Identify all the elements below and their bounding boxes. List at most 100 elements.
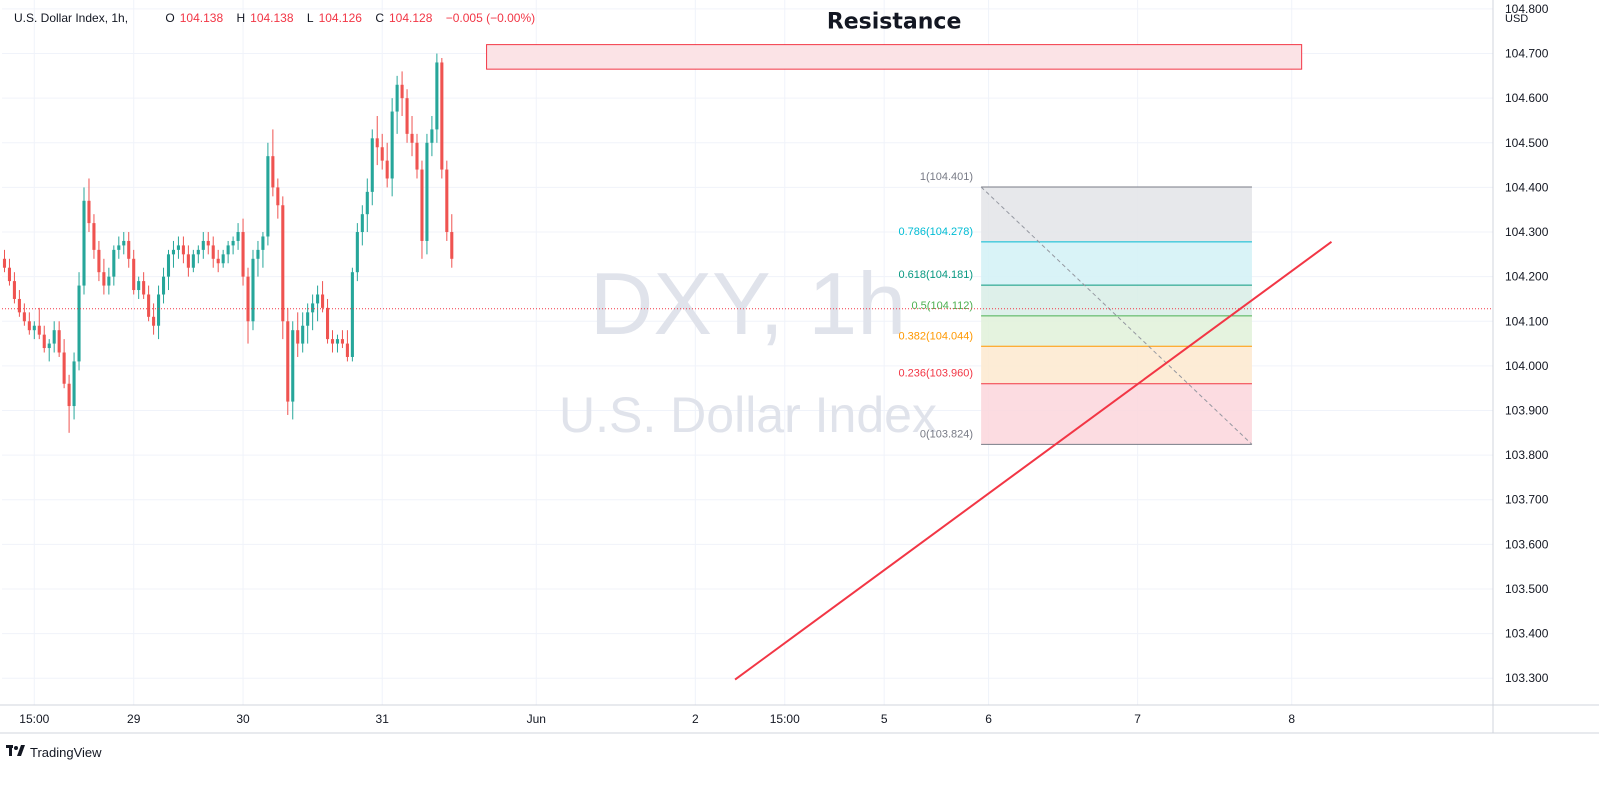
y-tick-label: 103.700 xyxy=(1505,493,1549,507)
candle-body xyxy=(226,245,230,255)
resistance-label: Resistance xyxy=(827,10,962,35)
candle xyxy=(430,116,434,157)
candle-body xyxy=(380,147,384,161)
candle-body xyxy=(335,339,340,344)
candle xyxy=(325,298,330,344)
candle xyxy=(27,312,31,335)
candle xyxy=(211,236,215,268)
candle-body xyxy=(42,334,46,349)
y-tick-label: 103.400 xyxy=(1505,627,1549,641)
fib-zone xyxy=(981,285,1252,316)
symbol-label: U.S. Dollar Index, 1h, xyxy=(14,11,129,25)
candle xyxy=(201,232,205,259)
candle-body xyxy=(340,339,344,344)
trendline-group xyxy=(734,241,1333,681)
x-axis: 15:00 29 30 31 Jun 2 15:00 5 6 7 8 xyxy=(19,712,1295,726)
candle-body xyxy=(390,111,394,179)
y-tick-label: 104.400 xyxy=(1505,180,1549,194)
y-tick-label: 103.800 xyxy=(1505,448,1549,462)
candle-body xyxy=(231,240,235,246)
tradingview-brand[interactable]: TradingView xyxy=(6,745,102,760)
candle xyxy=(405,89,409,143)
y-tick-label: 103.900 xyxy=(1505,404,1549,418)
candle xyxy=(435,53,439,143)
candle-body xyxy=(415,142,419,170)
candle xyxy=(410,116,414,157)
candle xyxy=(62,339,66,389)
candle-body xyxy=(440,62,444,170)
candle xyxy=(236,223,240,250)
y-tick-label: 104.300 xyxy=(1505,225,1549,239)
candle-body xyxy=(157,294,161,326)
candle xyxy=(370,129,374,206)
candle xyxy=(206,232,210,255)
candle xyxy=(335,334,340,353)
candle xyxy=(375,116,379,166)
candle-body xyxy=(62,352,66,384)
candle-body xyxy=(137,281,141,291)
candle-body xyxy=(291,330,295,402)
resistance-rect xyxy=(486,44,1303,70)
candle-body xyxy=(97,249,101,273)
candle xyxy=(420,160,424,259)
candle xyxy=(57,321,61,357)
candle xyxy=(157,285,161,340)
candle xyxy=(152,303,156,335)
candle xyxy=(301,312,305,353)
candle-body xyxy=(435,62,439,130)
candle xyxy=(256,240,260,277)
candle xyxy=(67,374,71,433)
candle xyxy=(127,232,131,268)
candle-body xyxy=(127,240,131,259)
y-tick-label: 104.500 xyxy=(1505,136,1549,150)
watermark-subtitle: U.S. Dollar Index xyxy=(559,387,937,443)
candle-body xyxy=(325,307,330,340)
candle-body xyxy=(67,383,71,407)
candle xyxy=(395,75,399,134)
candle xyxy=(365,178,369,233)
candle xyxy=(122,232,126,255)
x-tick-label: 15:00 xyxy=(770,712,800,726)
y-tick-label: 104.100 xyxy=(1505,314,1549,328)
fib-zone xyxy=(981,241,1252,286)
candle xyxy=(276,178,280,219)
candle-body xyxy=(82,200,86,286)
candle xyxy=(226,240,230,264)
candle-body xyxy=(92,223,96,250)
candle xyxy=(112,245,116,286)
candle xyxy=(161,267,166,304)
close-label: C xyxy=(375,11,384,25)
candle xyxy=(132,249,136,295)
candle xyxy=(92,214,96,259)
candle-body xyxy=(370,138,374,192)
candle-body xyxy=(276,187,280,206)
candle xyxy=(296,312,300,357)
candle xyxy=(171,240,176,268)
candle xyxy=(32,321,36,340)
fib-level-label: 0.382(104.044) xyxy=(898,330,973,342)
x-tick-label: 5 xyxy=(881,712,888,726)
low-value: 104.126 xyxy=(318,11,362,25)
fib-zone xyxy=(981,186,1252,242)
ohlc-readout: O 104.138 H 104.138 L 104.126 C 104.128 −0.0… xyxy=(165,11,540,25)
candle xyxy=(231,236,235,255)
candle-body xyxy=(345,343,349,357)
candle xyxy=(191,249,195,273)
candle-body xyxy=(2,258,7,268)
candle-body xyxy=(286,321,290,402)
high-value: 104.138 xyxy=(250,11,294,25)
candle xyxy=(77,272,81,371)
candle-body xyxy=(142,281,146,295)
candle xyxy=(340,330,344,349)
y-axis: 104.800 104.700 104.600 104.500 104.400 104.3… xyxy=(1505,2,1549,685)
fib-level-label: 0.786(104.278) xyxy=(898,226,973,238)
fib-zone xyxy=(981,315,1252,347)
candle-body xyxy=(17,298,21,313)
candle xyxy=(37,307,41,340)
y-tick-label: 104.200 xyxy=(1505,270,1549,284)
candle xyxy=(385,142,389,188)
x-tick-label: 29 xyxy=(127,712,141,726)
candle xyxy=(82,187,86,295)
candle xyxy=(266,142,270,246)
